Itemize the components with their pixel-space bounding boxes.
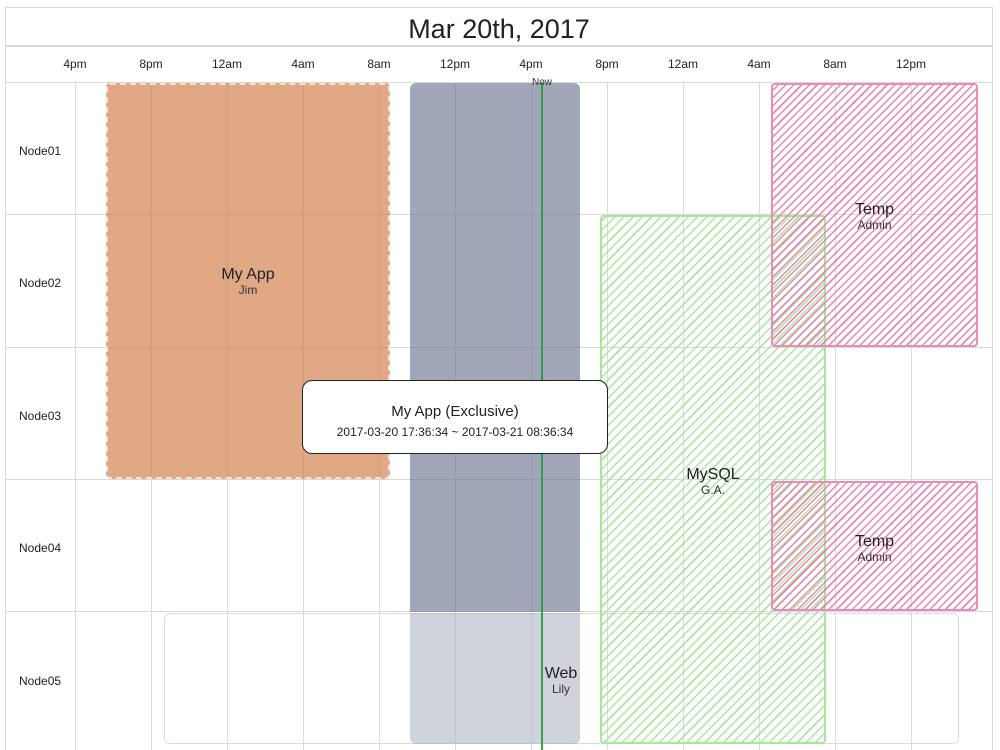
event-owner: Lily xyxy=(551,682,570,696)
date-title: Mar 20th, 2017 xyxy=(6,8,992,47)
time-tick: 8am xyxy=(823,57,847,71)
node-label-01: Node01 xyxy=(19,144,62,158)
event-owner: G.A. xyxy=(700,483,725,497)
event-title: Temp xyxy=(854,533,895,550)
event-owner: Jim xyxy=(238,283,258,297)
time-tick: 12pm xyxy=(895,57,927,71)
event-label: Temp Admin xyxy=(773,533,976,564)
tooltip-title: My App (Exclusive) xyxy=(391,403,519,420)
node-label-05: Node05 xyxy=(19,674,62,688)
tooltip-time-range: 2017-03-20 17:36:34 ~ 2017-03-21 08:36:3… xyxy=(336,425,574,439)
now-label: Now xyxy=(531,77,553,88)
time-gridline xyxy=(75,82,76,750)
time-tick: 8pm xyxy=(139,57,163,71)
event-owner: Admin xyxy=(857,218,892,232)
time-gridline xyxy=(911,82,912,750)
event-temp[interactable]: Temp Admin xyxy=(771,481,978,611)
time-tick: 4am xyxy=(291,57,315,71)
node-label-02: Node02 xyxy=(19,276,62,290)
event-web-label: Web Lily xyxy=(530,665,592,696)
scheduler-panel: Mar 20th, 2017 xyxy=(5,7,993,750)
node-label-04: Node04 xyxy=(19,541,62,555)
time-tick: 12pm xyxy=(439,57,471,71)
time-tick: 4am xyxy=(747,57,771,71)
event-title: My App xyxy=(221,266,275,283)
event-title: Web xyxy=(544,665,578,682)
time-tick: 4pm xyxy=(519,57,543,71)
event-owner: Admin xyxy=(857,550,892,564)
row-divider xyxy=(5,82,993,83)
event-label: My App Jim xyxy=(108,266,388,297)
header-divider xyxy=(5,45,993,46)
event-my-app-exclusive[interactable] xyxy=(410,83,580,612)
node-label-03: Node03 xyxy=(19,409,62,423)
event-label: Temp Admin xyxy=(773,201,976,232)
event-temp[interactable]: Temp Admin xyxy=(771,83,978,347)
time-tick: 12am xyxy=(211,57,243,71)
event-title: MySQL xyxy=(686,466,740,483)
time-tick: 4pm xyxy=(63,57,87,71)
event-tooltip: My App (Exclusive) 2017-03-20 17:36:34 ~… xyxy=(302,380,608,454)
time-tick: 8am xyxy=(367,57,391,71)
time-tick: 8pm xyxy=(595,57,619,71)
time-tick: 12am xyxy=(667,57,699,71)
time-gridline xyxy=(835,82,836,750)
event-label: MySQL G.A. xyxy=(602,466,824,497)
event-title: Temp xyxy=(854,201,895,218)
event-web-overlap-shade xyxy=(410,613,580,744)
